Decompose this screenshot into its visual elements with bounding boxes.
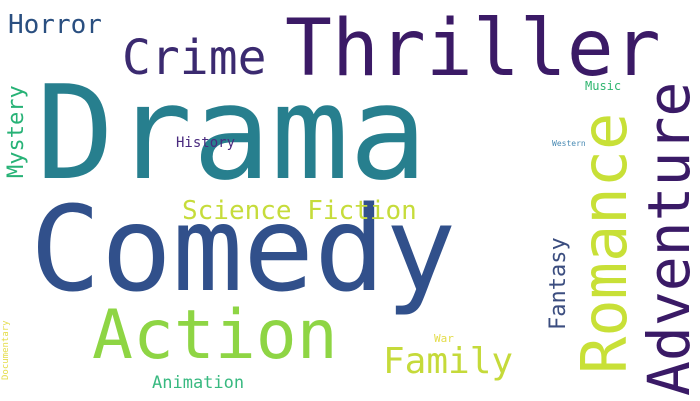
word-animation: Animation bbox=[152, 373, 245, 393]
word-action: Action bbox=[92, 296, 338, 375]
word-comedy: Comedy bbox=[30, 180, 457, 318]
word-western: Western bbox=[552, 139, 586, 148]
word-romance: Romance bbox=[568, 112, 641, 374]
word-science-fiction: Science Fiction bbox=[182, 196, 417, 226]
word-crime: Crime bbox=[122, 30, 267, 86]
word-horror: Horror bbox=[8, 10, 102, 40]
word-music: Music bbox=[585, 79, 622, 93]
word-family: Family bbox=[383, 341, 514, 382]
word-war: War bbox=[434, 332, 454, 345]
word-documentary: Documentary bbox=[1, 320, 11, 380]
word-fantasy: Fantasy bbox=[546, 237, 571, 330]
word-history: History bbox=[176, 135, 236, 151]
word-mystery: Mystery bbox=[4, 85, 29, 178]
word-adventure: Adventure bbox=[635, 81, 700, 396]
word-drama: Drama bbox=[36, 57, 428, 209]
word-thriller: Thriller bbox=[285, 4, 661, 94]
